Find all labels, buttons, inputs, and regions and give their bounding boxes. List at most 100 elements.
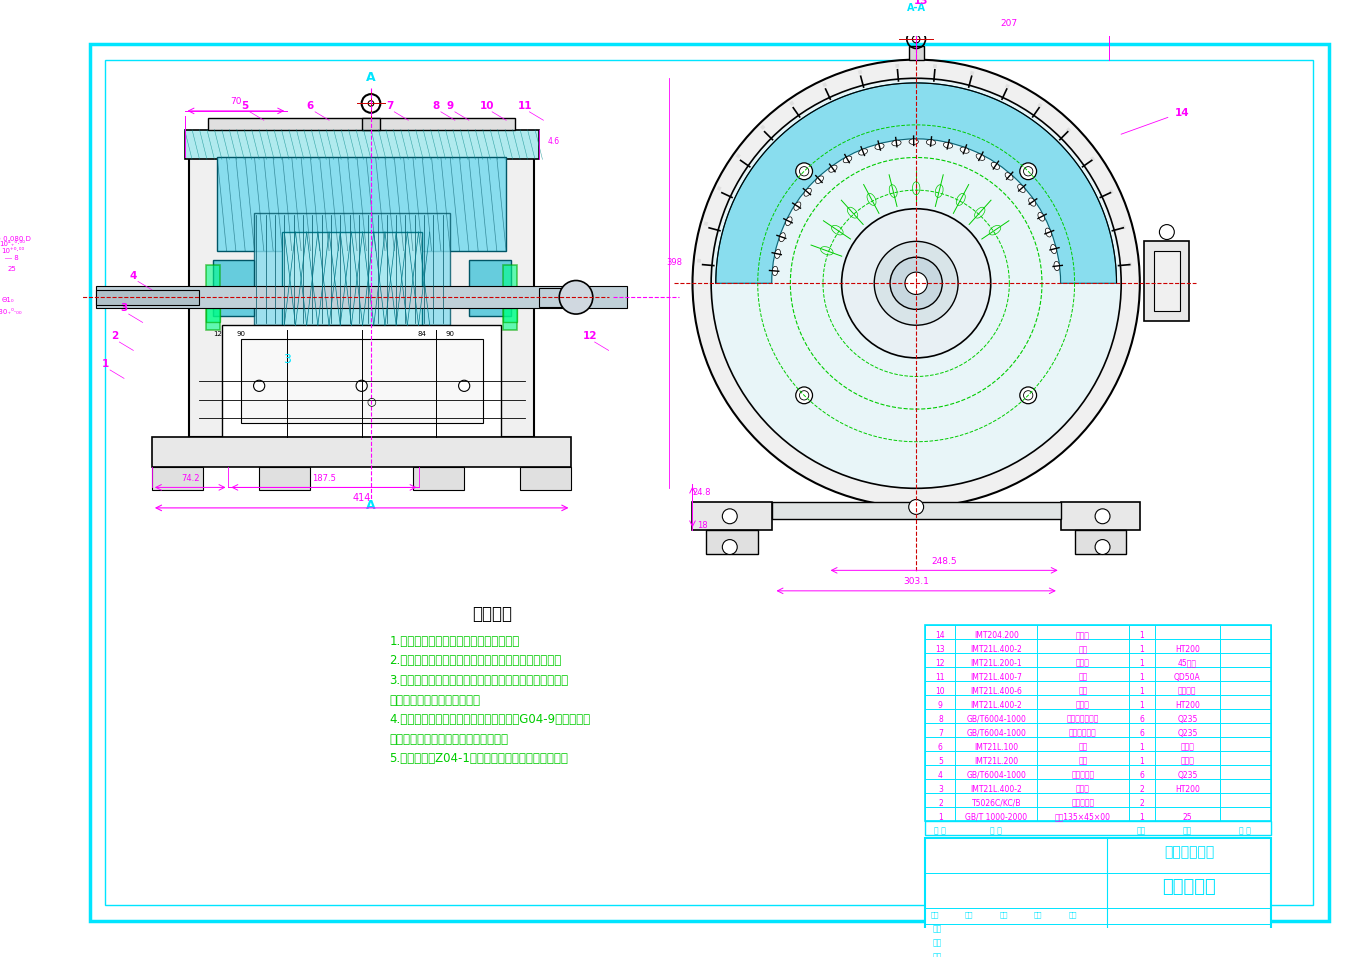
Text: 大内六角钉: 大内六角钉 <box>1071 770 1094 780</box>
Text: 7: 7 <box>938 728 942 738</box>
Text: 2: 2 <box>1139 785 1144 793</box>
Text: 3: 3 <box>283 352 291 366</box>
Text: 代 号: 代 号 <box>934 827 946 835</box>
Text: 14: 14 <box>1175 107 1189 118</box>
Text: 校核: 校核 <box>1000 911 1008 918</box>
Text: GB/T6004-1000: GB/T6004-1000 <box>966 770 1026 780</box>
Circle shape <box>795 387 813 404</box>
Text: HT200: HT200 <box>1175 785 1199 793</box>
Text: A-A: A-A <box>907 3 926 13</box>
Text: IMT21L.400-2: IMT21L.400-2 <box>970 645 1022 654</box>
Ellipse shape <box>775 249 781 258</box>
Ellipse shape <box>1005 172 1014 180</box>
Circle shape <box>711 78 1121 488</box>
Circle shape <box>795 163 813 180</box>
Text: 3: 3 <box>938 785 942 793</box>
Circle shape <box>905 272 927 295</box>
Bar <box>538 288 567 306</box>
Bar <box>771 502 1061 519</box>
Ellipse shape <box>786 217 791 226</box>
Text: 1: 1 <box>1139 743 1144 751</box>
Text: 11: 11 <box>517 101 532 111</box>
Text: 9: 9 <box>447 101 454 111</box>
Text: IMT21L.400-2: IMT21L.400-2 <box>970 785 1022 793</box>
Ellipse shape <box>991 163 1000 169</box>
Circle shape <box>1159 225 1174 239</box>
Circle shape <box>909 500 923 515</box>
Text: 材料: 材料 <box>1183 827 1193 835</box>
Text: 开槽盘头蚺钉: 开槽盘头蚺钉 <box>1069 728 1097 738</box>
Text: 1.电机壳成型好，无夹渣、凹坑等缺陷；: 1.电机壳成型好，无夹渣、凹坑等缺陷； <box>389 634 520 648</box>
Polygon shape <box>716 83 1117 283</box>
Ellipse shape <box>892 140 900 145</box>
Text: 内六角圆头螺钉: 内六角圆头螺钉 <box>1067 715 1100 723</box>
Text: IMT21L.200: IMT21L.200 <box>975 757 1019 766</box>
Bar <box>413 467 464 490</box>
Text: 局序: 局序 <box>1078 645 1088 654</box>
Bar <box>736 153 740 159</box>
Text: 5: 5 <box>241 101 249 111</box>
Text: 5.轴伸防锈用Z04-1置换型防锈脂，并塑料套防护。: 5.轴伸防锈用Z04-1置换型防锈脂，并塑料套防护。 <box>389 752 568 766</box>
Text: 2: 2 <box>112 331 118 342</box>
Text: 24.8: 24.8 <box>692 488 711 497</box>
Text: 12: 12 <box>213 331 222 338</box>
Text: 1: 1 <box>1139 701 1144 710</box>
Text: 4.6: 4.6 <box>548 138 560 146</box>
Text: 专业: 专业 <box>933 938 942 947</box>
Circle shape <box>692 59 1140 507</box>
Text: 90: 90 <box>446 331 455 338</box>
Ellipse shape <box>773 266 778 276</box>
Text: IMT21L.400-2: IMT21L.400-2 <box>970 701 1022 710</box>
Text: 8: 8 <box>938 715 942 723</box>
Bar <box>190 158 534 437</box>
Bar <box>503 265 517 330</box>
Circle shape <box>459 380 470 391</box>
Circle shape <box>913 35 919 43</box>
Circle shape <box>253 380 265 391</box>
Text: Q235: Q235 <box>1178 728 1198 738</box>
Text: 14: 14 <box>935 631 945 640</box>
Bar <box>184 129 538 160</box>
Bar <box>909 46 923 59</box>
Bar <box>822 82 826 87</box>
Ellipse shape <box>794 202 801 211</box>
Bar <box>206 308 219 323</box>
Bar <box>1090 156 1096 162</box>
Text: 1: 1 <box>1139 645 1144 654</box>
Text: 11: 11 <box>935 673 945 681</box>
Circle shape <box>369 100 374 106</box>
Text: 84: 84 <box>417 331 427 338</box>
Circle shape <box>1020 163 1036 180</box>
Text: 河南科技大学: 河南科技大学 <box>1164 845 1214 859</box>
Text: QD50A: QD50A <box>1174 673 1201 681</box>
Bar <box>969 71 975 76</box>
Ellipse shape <box>875 144 884 149</box>
Text: 6: 6 <box>1139 770 1144 780</box>
Text: IMT21L.200-1: IMT21L.200-1 <box>970 658 1022 668</box>
Bar <box>1061 502 1140 530</box>
Text: GB/T 1000-2000: GB/T 1000-2000 <box>965 812 1027 822</box>
Ellipse shape <box>944 143 953 148</box>
Text: A: A <box>366 499 376 512</box>
Ellipse shape <box>816 176 824 184</box>
Bar <box>1066 127 1071 132</box>
Wedge shape <box>716 83 1117 283</box>
Text: 电机总装图: 电机总装图 <box>1163 878 1215 896</box>
Text: 制图: 制图 <box>965 911 973 918</box>
Circle shape <box>1096 509 1110 523</box>
Text: 组合件: 组合件 <box>1180 743 1194 751</box>
Text: 2.轴承安装应按《轴承清洗与安装技术条件》的规定；: 2.轴承安装应按《轴承清洗与安装技术条件》的规定； <box>389 655 561 667</box>
Ellipse shape <box>1046 228 1051 237</box>
Text: 组合件: 组合件 <box>1180 757 1194 766</box>
Bar <box>241 339 483 423</box>
Bar <box>96 290 199 304</box>
Bar <box>704 221 708 226</box>
Circle shape <box>800 167 809 176</box>
Text: 12: 12 <box>583 331 598 342</box>
Text: 6: 6 <box>938 743 942 751</box>
Text: GB/T6004-1000: GB/T6004-1000 <box>966 715 1026 723</box>
Text: 1: 1 <box>1139 757 1144 766</box>
Bar <box>362 119 381 129</box>
Bar <box>1144 241 1190 321</box>
Text: 207: 207 <box>1001 19 1018 28</box>
